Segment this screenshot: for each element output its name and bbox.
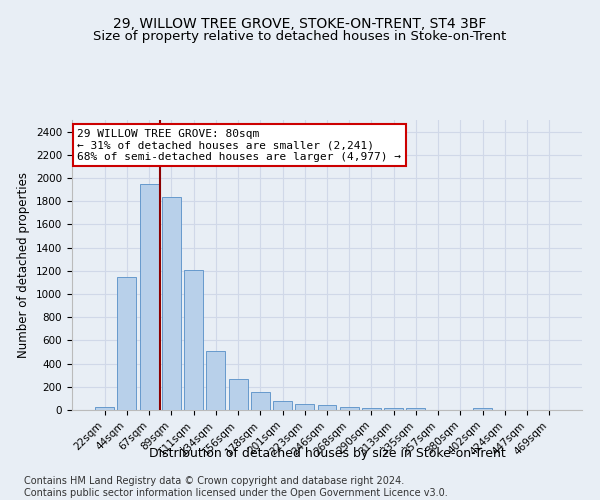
Bar — [317, 405, 337, 410]
Text: Distribution of detached houses by size in Stoke-on-Trent: Distribution of detached houses by size … — [149, 448, 505, 460]
Text: Contains HM Land Registry data © Crown copyright and database right 2024.
Contai: Contains HM Land Registry data © Crown c… — [24, 476, 448, 498]
Text: 29, WILLOW TREE GROVE, STOKE-ON-TRENT, ST4 3BF: 29, WILLOW TREE GROVE, STOKE-ON-TRENT, S… — [113, 18, 487, 32]
Bar — [251, 392, 270, 410]
Text: 29 WILLOW TREE GROVE: 80sqm
← 31% of detached houses are smaller (2,241)
68% of : 29 WILLOW TREE GROVE: 80sqm ← 31% of det… — [77, 128, 401, 162]
Bar — [362, 408, 381, 410]
Bar — [118, 277, 136, 410]
Bar — [384, 408, 403, 410]
Bar — [229, 380, 248, 410]
Y-axis label: Number of detached properties: Number of detached properties — [17, 172, 31, 358]
Bar — [406, 408, 425, 410]
Bar — [140, 184, 158, 410]
Bar — [340, 408, 359, 410]
Bar — [95, 406, 114, 410]
Bar — [162, 196, 181, 410]
Bar — [184, 270, 203, 410]
Bar — [206, 351, 225, 410]
Bar — [273, 400, 292, 410]
Bar — [295, 404, 314, 410]
Text: Size of property relative to detached houses in Stoke-on-Trent: Size of property relative to detached ho… — [94, 30, 506, 43]
Bar — [473, 408, 492, 410]
